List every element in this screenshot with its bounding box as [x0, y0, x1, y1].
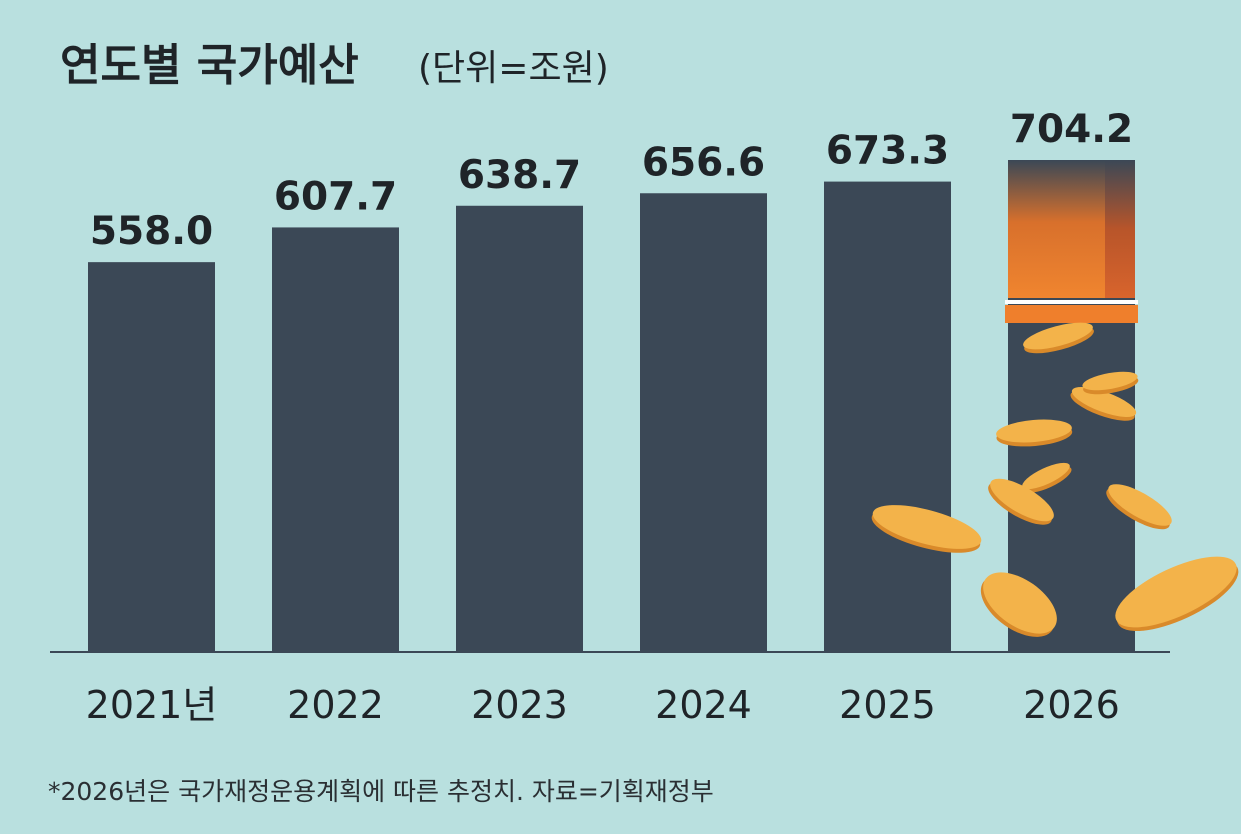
falling-coin-icon — [980, 572, 1057, 637]
x-tick-label-1: 2022 — [287, 683, 384, 727]
value-label-2: 638.7 — [458, 153, 581, 198]
forecast-rim — [1005, 305, 1138, 323]
bars — [88, 160, 1135, 653]
value-labels: 558.0 607.7 638.7 656.6 673.3 704.2 — [90, 107, 1133, 254]
falling-coins — [871, 322, 1239, 637]
falling-coin-icon — [1106, 484, 1172, 530]
x-tick-label-3: 2024 — [655, 683, 752, 727]
bar-1 — [272, 227, 399, 652]
falling-coin-icon — [871, 505, 982, 553]
bar-2 — [456, 205, 583, 652]
bar-0 — [88, 262, 215, 652]
value-label-3: 656.6 — [642, 140, 765, 185]
falling-coin-icon — [996, 419, 1073, 447]
value-label-1: 607.7 — [274, 174, 397, 219]
forecast-cut-line — [1005, 300, 1138, 304]
chart-title: 연도별 국가예산 — [60, 40, 359, 91]
value-label-4: 673.3 — [826, 129, 949, 174]
x-tick-label-4: 2025 — [839, 683, 936, 727]
falling-coin-icon — [1115, 556, 1239, 631]
x-tick-label-2: 2023 — [471, 683, 568, 727]
falling-coin-icon — [1082, 371, 1139, 395]
bar-3 — [640, 193, 767, 652]
footnote: *2026년은 국가재정운용계획에 따른 추정치. 자료=기획재정부 — [48, 777, 714, 806]
bar-4 — [824, 181, 951, 653]
forecast-highlight — [1005, 160, 1138, 323]
falling-coin-icon — [1022, 462, 1072, 493]
unit-label: (단위=조원) — [418, 48, 609, 89]
falling-coin-icon — [988, 478, 1054, 525]
forecast-top-side — [1105, 160, 1135, 298]
falling-coin-icon — [1023, 322, 1094, 354]
falling-coin-icon — [1070, 387, 1137, 421]
value-label-0: 558.0 — [90, 209, 213, 254]
x-tick-label-0: 2021년 — [86, 683, 218, 727]
value-label-5: 704.2 — [1010, 107, 1133, 152]
x-tick-labels: 2021년 2022 2023 2024 2025 2026 — [86, 683, 1120, 727]
x-tick-label-5: 2026 — [1023, 683, 1120, 727]
